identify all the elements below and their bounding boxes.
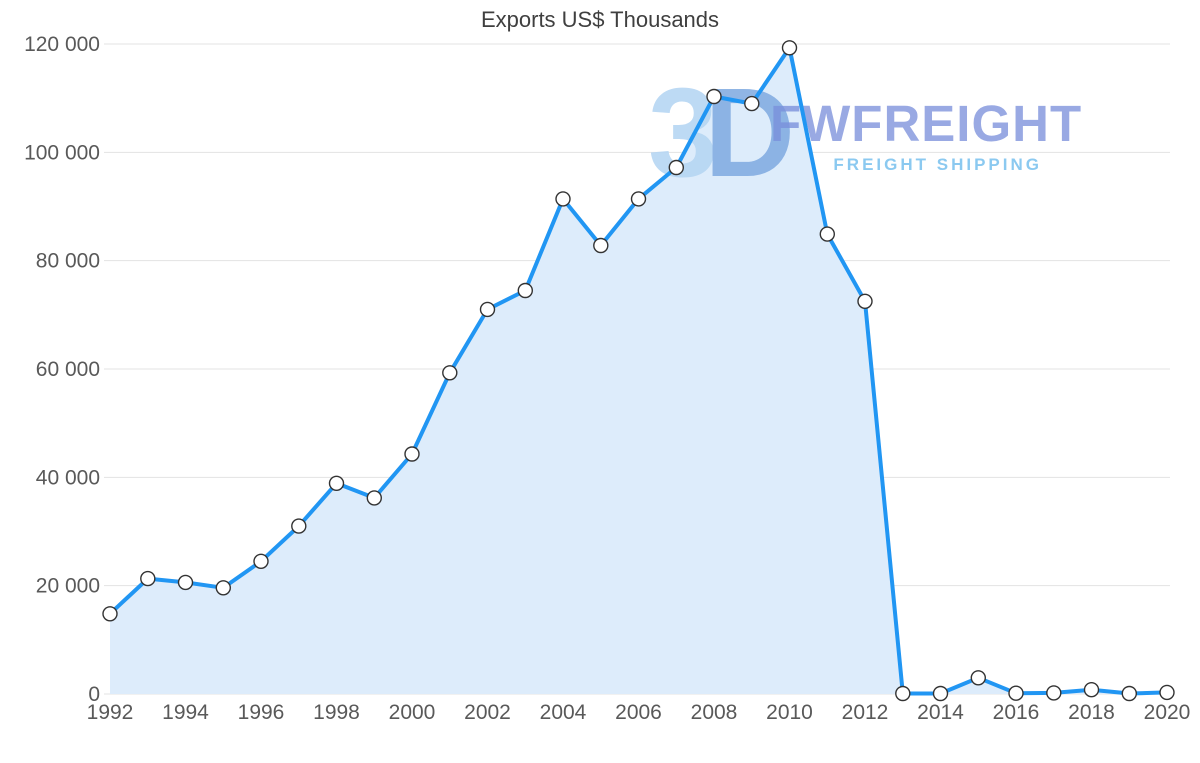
data-point-marker <box>366 490 382 506</box>
data-point-marker <box>404 446 420 462</box>
data-point-marker <box>1083 682 1100 698</box>
x-tick-label: 2008 <box>691 701 738 724</box>
data-point-marker <box>781 40 798 56</box>
data-point-marker <box>328 475 345 491</box>
data-point-marker <box>970 670 986 686</box>
data-point-marker <box>744 95 760 112</box>
y-axis-labels: 0 20 000 40 000 60 000 80 000 100 000 120 000 <box>24 33 100 706</box>
x-tick-label: 2018 <box>1068 701 1115 724</box>
data-point-marker <box>215 580 232 596</box>
brand-logo-icon: 3D <box>648 62 790 203</box>
data-point-marker <box>291 518 307 534</box>
watermark-tagline: FREIGHT SHIPPING <box>833 155 1042 174</box>
data-point-marker <box>102 606 118 622</box>
series-markers <box>102 40 1175 702</box>
data-point-marker <box>479 301 496 318</box>
x-tick-label: 2020 <box>1144 701 1191 724</box>
y-tick-label: 40 000 <box>36 466 100 489</box>
data-point-marker <box>253 553 269 569</box>
y-tick-label: 60 000 <box>36 358 100 381</box>
data-point-marker <box>706 88 722 105</box>
data-point-marker <box>517 282 533 299</box>
x-tick-label: 2006 <box>615 701 662 724</box>
x-tick-label: 2010 <box>766 701 813 724</box>
y-tick-label: 100 000 <box>24 141 100 164</box>
x-tick-label: 2014 <box>917 701 964 724</box>
data-point-marker <box>932 685 949 702</box>
y-tick-label: 80 000 <box>36 250 100 273</box>
x-tick-label: 2016 <box>993 701 1040 724</box>
x-tick-label: 2002 <box>464 701 511 724</box>
data-point-marker <box>819 226 835 242</box>
x-tick-label: 2004 <box>540 701 587 724</box>
data-point-marker <box>140 570 156 587</box>
x-tick-label: 1996 <box>238 701 285 724</box>
y-tick-label: 20 000 <box>36 575 100 598</box>
data-point-marker <box>630 191 647 207</box>
data-point-marker <box>177 574 194 591</box>
data-point-marker <box>555 191 571 207</box>
chart-title: Exports US$ Thousands <box>480 7 720 32</box>
x-tick-label: 1994 <box>162 701 209 724</box>
series-area-fill <box>110 47 1167 695</box>
data-point-marker <box>857 293 873 309</box>
data-point-marker <box>442 365 458 381</box>
data-point-marker <box>668 159 684 176</box>
y-tick-label: 120 000 <box>24 33 100 56</box>
x-tick-label: 1998 <box>313 701 360 724</box>
watermark-brand-text: FWFREIGHT <box>770 95 1082 152</box>
data-point-marker <box>1046 685 1062 701</box>
y-tick-label: 0 <box>88 683 100 706</box>
data-point-marker <box>593 237 609 254</box>
data-point-marker <box>1121 685 1138 702</box>
x-tick-label: 2012 <box>842 701 889 724</box>
x-tick-label: 2000 <box>389 701 436 724</box>
data-point-marker <box>1159 684 1175 701</box>
x-tick-label: 1992 <box>87 701 134 724</box>
x-axis-labels: 1992 1994 1996 1998 2000 2002 2004 2006 2008 2010… <box>87 701 1191 724</box>
data-point-marker <box>1008 685 1024 701</box>
data-point-marker <box>895 685 911 702</box>
